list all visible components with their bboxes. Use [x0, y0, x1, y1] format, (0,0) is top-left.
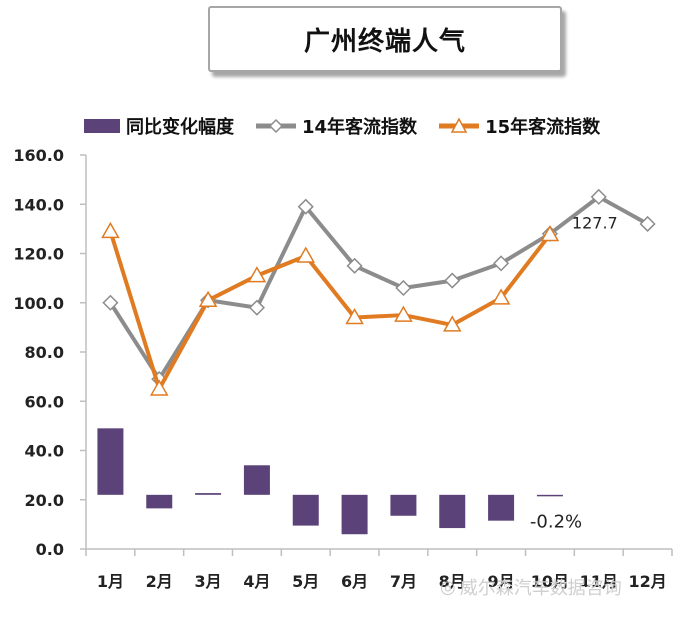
- bar-8月: [439, 494, 466, 529]
- point-marker-15: [394, 305, 413, 322]
- y-tick-label: 160.0: [13, 146, 64, 165]
- y-tick-label: 40.0: [25, 442, 64, 461]
- point-marker-14: [346, 257, 363, 274]
- wechat-icon: ◎: [440, 576, 456, 598]
- y-tick-label: 140.0: [13, 195, 64, 214]
- x-tick-label: 8月: [439, 572, 466, 591]
- legend-line15-swatch: [439, 118, 480, 133]
- x-tick-label: 3月: [195, 572, 222, 591]
- point-marker-14: [444, 272, 461, 289]
- x-tick-label: 1月: [97, 572, 124, 591]
- bar-2月: [146, 494, 173, 509]
- series-line-15: [108, 230, 552, 391]
- point-marker-14: [493, 255, 510, 272]
- x-tick-label: 2月: [146, 572, 173, 591]
- bar-9月: [488, 494, 515, 521]
- x-tick-label: 10月: [531, 572, 569, 591]
- y-tick-label: 120.0: [13, 245, 64, 264]
- legend-bar-label: 同比变化幅度: [126, 117, 234, 138]
- bar-4月: [243, 465, 270, 495]
- x-tick-label: 12月: [628, 572, 666, 591]
- watermark-text: 威尔森汽车数据咨询: [459, 578, 622, 599]
- watermark: ◎ 威尔森汽车数据咨询: [440, 574, 622, 600]
- x-tick-label: 11月: [580, 572, 618, 591]
- legend-item-line14: 14年客流指数: [254, 113, 417, 139]
- bar-10月: [536, 494, 563, 497]
- point-marker-14: [102, 294, 119, 311]
- bar-5月: [292, 494, 319, 526]
- x-tick-label: 5月: [292, 572, 319, 591]
- point-marker-15: [198, 290, 218, 308]
- legend-line14-swatch: [256, 118, 296, 134]
- point-marker-14: [297, 198, 314, 215]
- y-tick-label: 80.0: [25, 343, 64, 362]
- point-marker-14: [395, 279, 412, 297]
- legend-item-line15: 15年客流指数: [437, 113, 600, 139]
- point-marker-15: [101, 221, 120, 239]
- series-line-14: [108, 194, 649, 382]
- point-marker-15: [149, 379, 169, 396]
- point-marker-15: [296, 246, 316, 263]
- point-marker-15: [247, 266, 267, 283]
- chart-title: 广州终端人气: [303, 26, 466, 57]
- point-marker-15: [491, 288, 511, 305]
- y-tick-label: 60.0: [25, 392, 64, 411]
- bar-7月: [390, 494, 417, 516]
- legend-line14-label: 14年客流指数: [302, 117, 418, 138]
- point-marker-14: [639, 215, 656, 233]
- x-tick-label: 7月: [390, 572, 417, 591]
- bar-1月: [97, 428, 124, 495]
- data-label-127-7: 127.7: [572, 214, 618, 233]
- legend-line15-label: 15年客流指数: [485, 117, 601, 138]
- point-marker-15: [442, 315, 462, 332]
- x-tick-label: 9月: [488, 572, 515, 591]
- y-tick-label: 20.0: [25, 491, 64, 510]
- point-marker-15: [540, 225, 560, 242]
- point-marker-14: [590, 188, 607, 205]
- point-marker-15: [345, 308, 364, 325]
- y-tick-label: 100.0: [13, 294, 64, 313]
- bar-3月: [195, 493, 222, 495]
- x-tick-label: 6月: [341, 572, 368, 591]
- point-marker-14: [248, 299, 265, 316]
- chart-title-box: 广州终端人气: [208, 6, 562, 72]
- legend-bar-swatch: [84, 119, 120, 133]
- x-tick-label: 4月: [243, 572, 270, 591]
- legend-item-bar: 同比变化幅度: [84, 113, 234, 139]
- y-tick-label: 0.0: [36, 540, 64, 559]
- data-label-neg-0-2: -0.2%: [530, 512, 582, 533]
- legend: 同比变化幅度 14年客流指数 15年客流指数: [84, 110, 620, 142]
- bar-6月: [341, 494, 368, 535]
